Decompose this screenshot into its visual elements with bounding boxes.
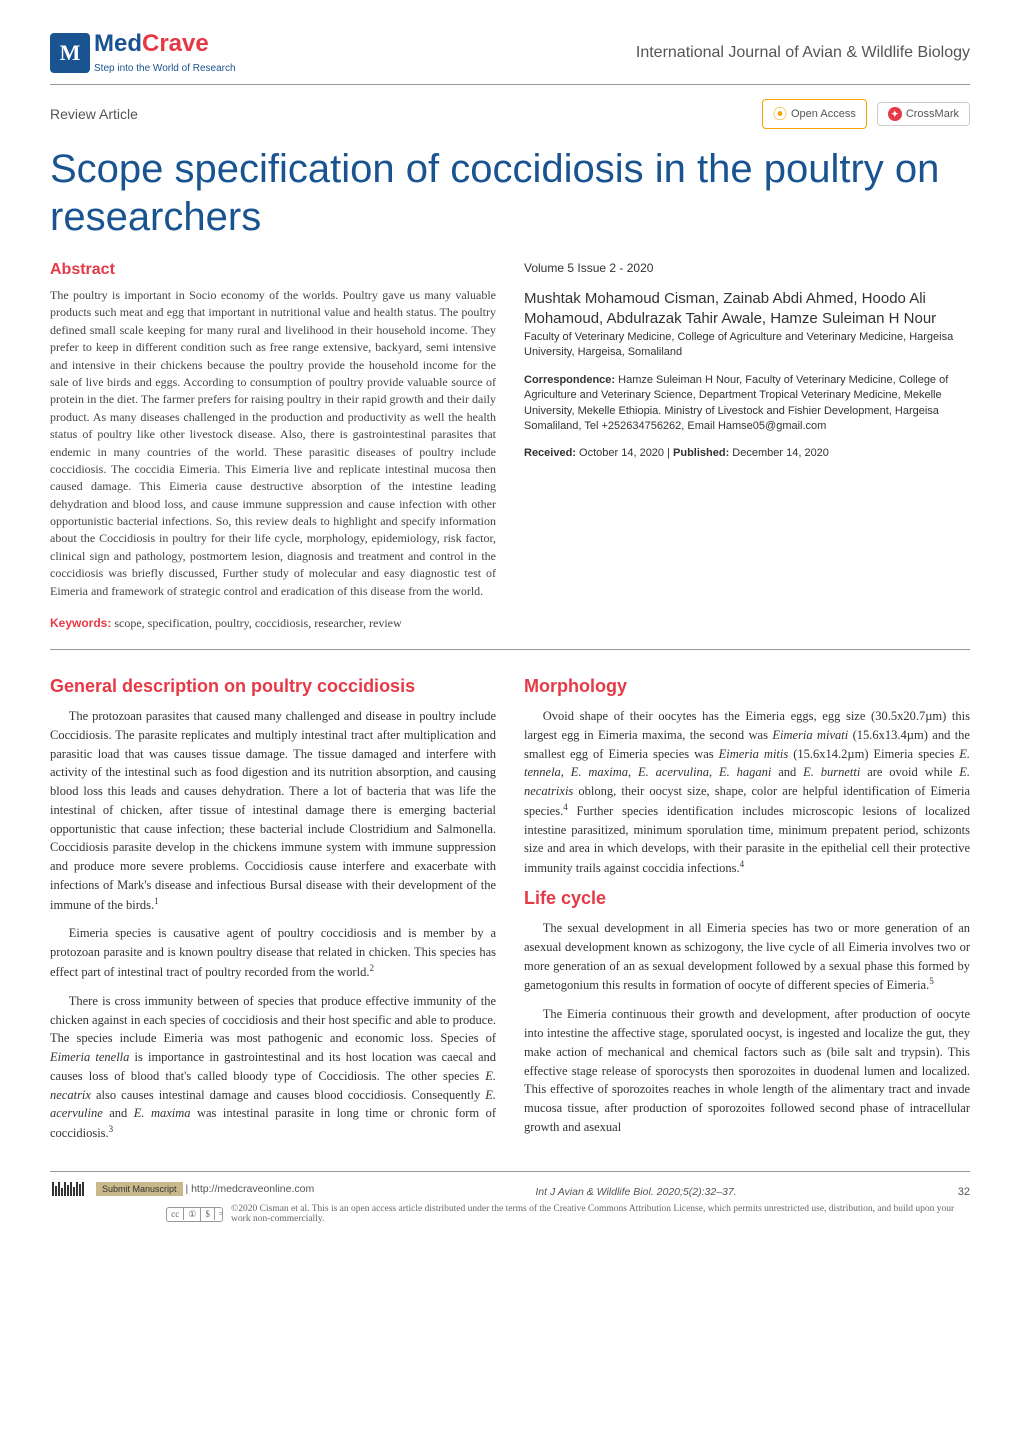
para-text: and [103, 1106, 134, 1120]
abstract-divider [50, 649, 970, 650]
body-paragraph: The Eimeria continuous their growth and … [524, 1005, 970, 1136]
citation: Int J Avian & Wildlife Biol. 2020;5(2):3… [535, 1186, 736, 1198]
abstract-column: Abstract The poultry is important in Soc… [50, 261, 496, 631]
section-heading-general: General description on poultry coccidios… [50, 676, 496, 697]
logo-text-med: Med [94, 30, 142, 57]
body-col-left: General description on poultry coccidios… [50, 666, 496, 1153]
submit-url: | http://medcraveonline.com [183, 1183, 315, 1195]
para-text: , [561, 765, 571, 779]
barcode-icon [50, 1180, 86, 1198]
body-col-right: Morphology Ovoid shape of their oocytes … [524, 666, 970, 1153]
ref-superscript: 5 [929, 976, 934, 986]
para-text: are ovoid while [860, 765, 959, 779]
publisher-logo: M MedCrave Step into the World of Resear… [50, 30, 236, 76]
published-date: December 14, 2020 [729, 447, 829, 459]
page-footer: Submit Manuscript | http://medcraveonlin… [50, 1171, 970, 1198]
open-access-icon: ⦿ [773, 104, 787, 124]
body-paragraph: Eimeria species is causative agent of po… [50, 924, 496, 981]
license-row: cc ① $ = ©2020 Cisman et al. This is an … [50, 1204, 970, 1224]
abstract-grid: Abstract The poultry is important in Soc… [50, 261, 970, 631]
body-paragraph: There is cross immunity between of speci… [50, 992, 496, 1143]
article-title: Scope specification of coccidiosis in th… [50, 145, 970, 241]
logo-text-crave: Crave [142, 30, 209, 57]
para-text: There is cross immunity between of speci… [50, 994, 496, 1046]
logo-tagline: Step into the World of Research [94, 63, 236, 74]
ref-superscript: 1 [154, 896, 159, 906]
body-paragraph: The protozoan parasites that caused many… [50, 707, 496, 914]
para-text: Further species identification includes … [524, 804, 970, 875]
crossmark-badge[interactable]: ✦ CrossMark [877, 102, 970, 126]
crossmark-icon: ✦ [888, 107, 902, 121]
keywords-label: Keywords: [50, 616, 111, 630]
para-text: The Eimeria continuous their growth and … [524, 1007, 970, 1134]
header-bar: M MedCrave Step into the World of Resear… [50, 30, 970, 76]
article-type: Review Article [50, 106, 138, 122]
received-date: October 14, 2020 | [576, 447, 673, 459]
article-meta-row: Review Article ⦿ Open Access ✦ CrossMark [50, 99, 970, 129]
ref-superscript: 2 [369, 963, 374, 973]
ref-superscript: 4 [740, 859, 745, 869]
species-name: E. maxima [571, 765, 628, 779]
body-paragraph: Ovoid shape of their oocytes has the Eim… [524, 707, 970, 878]
affiliation: Faculty of Veterinary Medicine, College … [524, 330, 970, 361]
cc-seg: cc [167, 1208, 184, 1220]
logo-mark-icon: M [50, 33, 90, 73]
open-access-badge: ⦿ Open Access [762, 99, 867, 129]
body-paragraph: The sexual development in all Eimeria sp… [524, 919, 970, 995]
license-text: ©2020 Cisman et al. This is an open acce… [231, 1204, 970, 1224]
cc-seg: = [215, 1208, 223, 1220]
crossmark-label: CrossMark [906, 108, 959, 120]
correspondence-label: Correspondence: [524, 374, 615, 386]
para-text: also causes intestinal damage and causes… [91, 1088, 485, 1102]
volume-issue: Volume 5 Issue 2 - 2020 [524, 261, 970, 275]
species-name: E. maxima [134, 1106, 191, 1120]
para-text: , [709, 765, 719, 779]
body-grid: General description on poultry coccidios… [50, 666, 970, 1153]
species-name: Eimeria mitis [719, 747, 789, 761]
article-meta-sidebar: Volume 5 Issue 2 - 2020 Mushtak Mohamoud… [524, 261, 970, 631]
dates-block: Received: October 14, 2020 | Published: … [524, 446, 970, 461]
page-number: 32 [958, 1186, 970, 1198]
keywords-line: Keywords: scope, specification, poultry,… [50, 616, 496, 631]
keywords-text: scope, specification, poultry, coccidios… [111, 616, 401, 630]
submit-label: Submit Manuscript [102, 1184, 177, 1194]
published-label: Published: [673, 447, 729, 459]
species-name: Eimeria mivati [772, 728, 848, 742]
species-name: E. burnetti [803, 765, 860, 779]
header-divider [50, 84, 970, 85]
para-text: (15.6x14.2µm) Eimeria species [788, 747, 959, 761]
submit-manuscript-pill[interactable]: Submit Manuscript [96, 1182, 183, 1196]
para-text: The protozoan parasites that caused many… [50, 709, 496, 912]
section-heading-morphology: Morphology [524, 676, 970, 697]
cc-seg: $ [201, 1208, 215, 1220]
para-text: , [628, 765, 638, 779]
cc-seg: ① [184, 1208, 201, 1221]
para-text: and [771, 765, 803, 779]
open-access-label: Open Access [791, 108, 856, 120]
ref-superscript: 3 [109, 1124, 114, 1134]
species-name: E. hagani [719, 765, 771, 779]
authors: Mushtak Mohamoud Cisman, Zainab Abdi Ahm… [524, 289, 970, 328]
species-name: E. acervulina [638, 765, 709, 779]
para-text: Eimeria species is causative agent of po… [50, 926, 496, 979]
received-label: Received: [524, 447, 576, 459]
journal-name: International Journal of Avian & Wildlif… [636, 44, 970, 62]
species-name: Eimeria tenella [50, 1050, 129, 1064]
abstract-body: The poultry is important in Socio econom… [50, 287, 496, 600]
para-text: The sexual development in all Eimeria sp… [524, 921, 970, 992]
section-heading-lifecycle: Life cycle [524, 888, 970, 909]
correspondence-block: Correspondence: Hamze Suleiman H Nour, F… [524, 373, 970, 435]
abstract-heading: Abstract [50, 261, 496, 279]
cc-license-badge: cc ① $ = [166, 1207, 223, 1222]
